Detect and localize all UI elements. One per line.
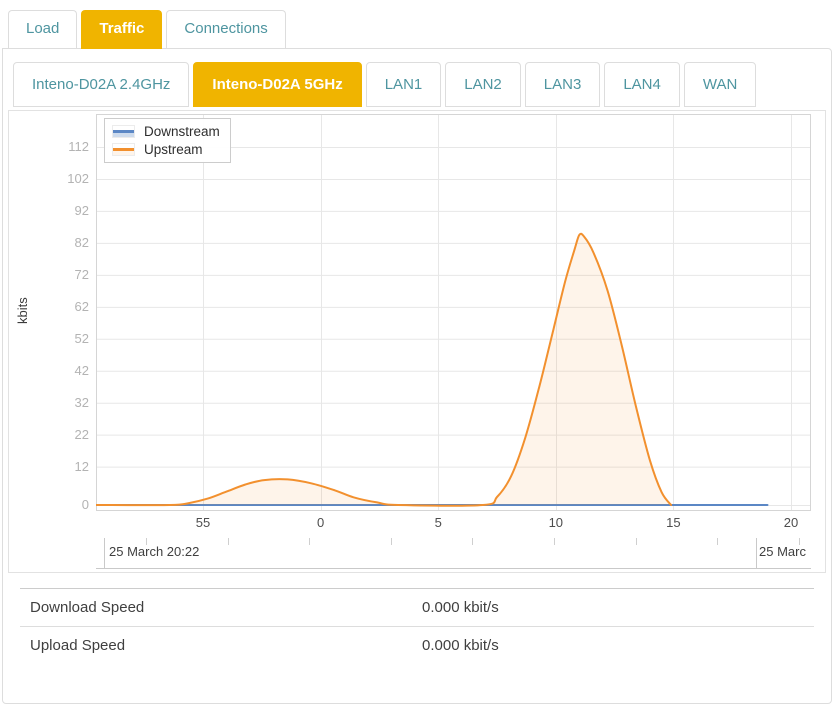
time-axis: 25 March 20:22 25 Marc	[96, 538, 811, 569]
downstream-swatch-icon	[112, 125, 135, 138]
y-tick-label: 92	[74, 202, 89, 218]
legend-item-upstream: Upstream	[112, 142, 220, 157]
main-tabs: Load Traffic Connections	[8, 10, 286, 49]
y-tick-label: 62	[74, 298, 89, 314]
y-tick-label: 112	[68, 139, 89, 154]
time-axis-tick	[309, 538, 310, 545]
table-row: Download Speed 0.000 kbit/s	[20, 589, 814, 627]
subtab-lan4[interactable]: LAN4	[604, 62, 680, 107]
subtab-lan1[interactable]: LAN1	[365, 62, 442, 107]
tab-traffic[interactable]: Traffic	[81, 10, 163, 49]
time-axis-tick	[717, 538, 718, 545]
time-axis-tick	[146, 538, 147, 545]
time-axis-tick	[554, 538, 555, 545]
x-tick-label: 55	[195, 515, 211, 530]
y-tick-label: 102	[67, 170, 89, 186]
x-tick-label: 5	[434, 515, 442, 530]
interface-tabs: Inteno-D02A 2.4GHz Inteno-D02A 5GHz LAN1 LA…	[13, 62, 757, 107]
time-axis-tick	[472, 538, 473, 545]
traffic-panel: Inteno-D02A 2.4GHz Inteno-D02A 5GHz LAN1 LA…	[2, 48, 832, 704]
upstream-series	[95, 232, 673, 507]
subtab-inteno-d02a-2-4ghz[interactable]: Inteno-D02A 2.4GHz	[13, 62, 190, 107]
legend-label: Downstream	[144, 124, 220, 139]
upstream-swatch-icon	[112, 143, 135, 156]
y-tick-label: 52	[74, 330, 89, 346]
subtab-lan3[interactable]: LAN3	[524, 62, 601, 107]
x-tick-label: 20	[783, 515, 799, 530]
table-row: Upload Speed 0.000 kbit/s	[20, 627, 814, 664]
y-axis-label: kbits	[15, 297, 30, 325]
tab-connections[interactable]: Connections	[166, 10, 286, 48]
traffic-chart: kbits 0 12 22 32 42 52 62 72 82 92 102 112 55 0 5 10 15…	[8, 110, 826, 573]
x-tick-label: 10	[548, 515, 564, 530]
y-tick-label: 82	[74, 234, 89, 250]
upload-speed-label: Upload Speed	[30, 637, 126, 654]
chart-legend: Downstream Upstream	[104, 118, 231, 163]
plot-area[interactable]	[95, 114, 811, 511]
speed-table: Download Speed 0.000 kbit/s Upload Speed…	[20, 588, 814, 664]
y-tick-label: 12	[74, 458, 89, 474]
time-axis-tick	[228, 538, 229, 545]
x-tick-label: 15	[666, 515, 681, 530]
y-tick-label: 32	[74, 394, 89, 410]
time-axis-divider	[104, 538, 105, 568]
y-tick-label: 0	[81, 497, 89, 512]
x-tick-label: 0	[316, 515, 325, 530]
subtab-lan2[interactable]: LAN2	[445, 62, 521, 107]
time-axis-label-left: 25 March 20:22	[109, 544, 200, 559]
time-axis-tick	[636, 538, 637, 545]
time-axis-tick	[799, 538, 800, 545]
traffic-plot-svg	[95, 114, 811, 511]
time-axis-label-right: 25 Marc	[759, 544, 806, 559]
y-tick-label: 42	[74, 362, 89, 378]
upload-speed-value: 0.000 kbit/s	[422, 637, 499, 654]
legend-item-downstream: Downstream	[112, 124, 220, 139]
legend-label: Upstream	[144, 142, 203, 157]
y-tick-label: 72	[74, 266, 89, 282]
subtab-wan[interactable]: WAN	[683, 62, 757, 107]
subtab-inteno-d02a-5ghz[interactable]: Inteno-D02A 5GHz	[193, 62, 362, 107]
time-axis-divider	[756, 538, 757, 568]
download-speed-label: Download Speed	[30, 599, 145, 616]
tab-load[interactable]: Load	[8, 10, 78, 48]
download-speed-value: 0.000 kbit/s	[422, 599, 499, 616]
y-tick-label: 22	[74, 426, 89, 442]
time-axis-tick	[391, 538, 392, 545]
